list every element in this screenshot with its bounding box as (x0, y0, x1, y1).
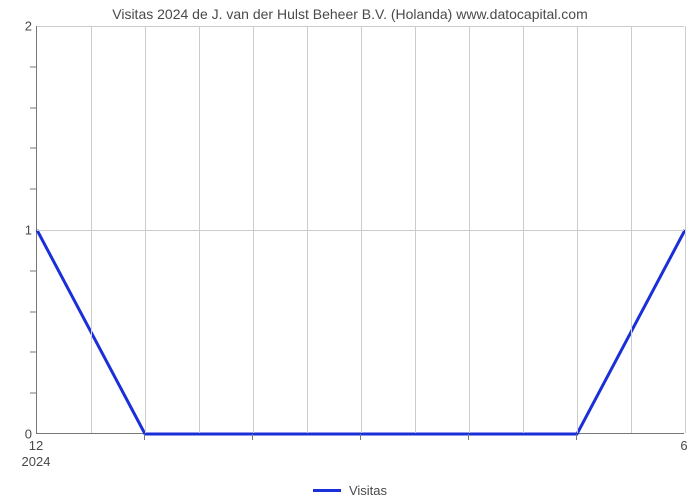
x-sub-label: 2024 (22, 454, 51, 469)
legend-item: Visitas (313, 483, 387, 498)
y-minor-tick (30, 352, 36, 353)
legend-label: Visitas (349, 483, 387, 498)
gridline-vertical (685, 26, 686, 433)
y-minor-tick (30, 66, 36, 67)
y-tick-label: 1 (4, 223, 32, 238)
x-minor-tick (360, 434, 361, 440)
plot-area (36, 26, 684, 434)
legend: Visitas (0, 480, 700, 498)
x-minor-tick (468, 434, 469, 440)
y-minor-tick (30, 189, 36, 190)
chart-title: Visitas 2024 de J. van der Hulst Beheer … (0, 6, 700, 22)
x-tick-label: 12 (29, 438, 43, 453)
y-minor-tick (30, 393, 36, 394)
y-minor-tick (30, 311, 36, 312)
y-minor-tick (30, 148, 36, 149)
gridline-horizontal (37, 230, 684, 231)
y-tick-label: 2 (4, 19, 32, 34)
gridline-horizontal (37, 26, 684, 27)
x-minor-tick (252, 434, 253, 440)
y-minor-tick (30, 270, 36, 271)
y-minor-tick (30, 107, 36, 108)
chart-container: Visitas 2024 de J. van der Hulst Beheer … (0, 0, 700, 500)
x-tick-label: 6 (680, 438, 687, 453)
legend-swatch (313, 489, 341, 492)
x-minor-tick (144, 434, 145, 440)
x-minor-tick (576, 434, 577, 440)
